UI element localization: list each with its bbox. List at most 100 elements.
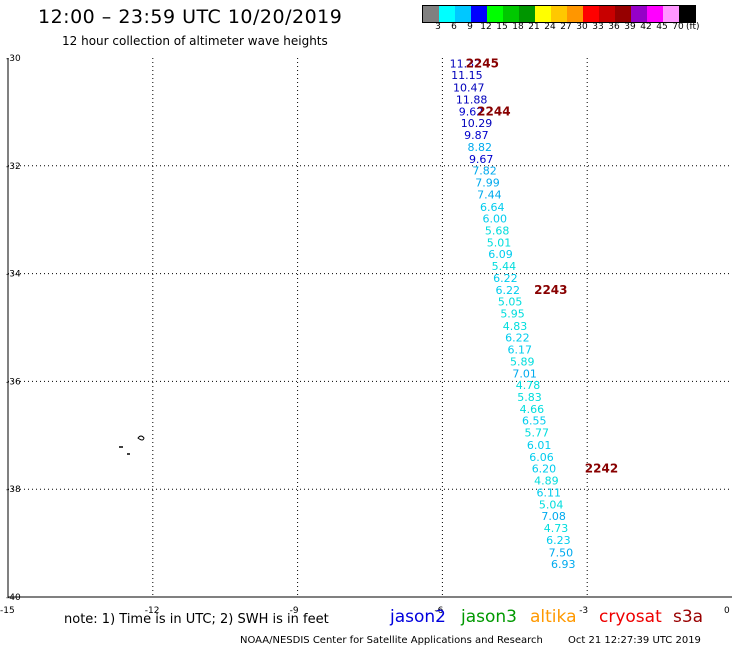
y-tick-label: -34: [6, 270, 21, 280]
data-point-label: 11.15: [451, 69, 483, 82]
data-point-label: 6.22: [505, 332, 530, 345]
data-point-label: 5.04: [539, 498, 564, 511]
colorbar-swatch: [679, 6, 695, 22]
page-title: 12:00 – 23:59 UTC 10/20/2019: [38, 6, 343, 28]
data-point-label: 9.87: [464, 129, 489, 142]
colorbar-label: 39: [624, 22, 636, 32]
x-tick-label: -12: [145, 606, 160, 616]
colorbar-swatch: [599, 6, 615, 22]
colorbar-label: 42: [640, 22, 652, 32]
colorbar-label: 6: [451, 22, 457, 32]
island-outline: [137, 435, 145, 441]
colorbar-swatch: [567, 6, 583, 22]
colorbar-swatch: [583, 6, 599, 22]
colorbar-swatch: [615, 6, 631, 22]
colorbar-swatch: [519, 6, 535, 22]
data-point-label: 4.78: [516, 379, 541, 392]
island-outline: [119, 446, 130, 455]
data-point-label: 6.23: [546, 534, 571, 547]
timestamp: Oct 21 12:27:39 UTC 2019: [568, 635, 701, 646]
data-point-label: 5.68: [485, 224, 510, 237]
data-point-label: 6.00: [482, 213, 507, 226]
data-point-label: 7.82: [472, 165, 497, 178]
data-point-label: 4.66: [520, 403, 545, 416]
colorbar-label: 70: [672, 22, 684, 32]
data-point-label: 4.89: [534, 475, 559, 488]
data-point-label: 5.77: [524, 427, 549, 440]
y-tick-label: -40: [6, 593, 21, 603]
data-point-label: 6.55: [522, 415, 547, 428]
data-point-label: 4.73: [544, 522, 569, 535]
page-subtitle: 12 hour collection of altimeter wave hei…: [62, 34, 328, 48]
colorbar-label: 30: [576, 22, 588, 32]
data-point-label: 6.20: [532, 463, 557, 476]
legend-cryosat: cryosat: [599, 607, 662, 627]
colorbar-label: 27: [560, 22, 572, 32]
colorbar-swatch: [551, 6, 567, 22]
data-point-label: 6.93: [551, 558, 576, 571]
colorbar-swatch: [647, 6, 663, 22]
colorbar-label: 9: [467, 22, 473, 32]
colorbar-label: 36: [608, 22, 620, 32]
data-point-label: 5.05: [498, 296, 523, 309]
y-tick-label: -32: [6, 162, 21, 172]
data-point-label: 10.29: [461, 117, 493, 130]
data-point-label: 6.01: [527, 439, 552, 452]
data-point-label: 10.47: [453, 82, 485, 95]
data-point-label: 6.11: [537, 486, 562, 499]
data-point-label: 5.83: [517, 391, 542, 404]
colorbar-swatch: [503, 6, 519, 22]
colorbar-swatch: [423, 6, 439, 22]
data-point-label: 8.82: [467, 141, 492, 154]
colorbar-label: 3: [435, 22, 441, 32]
data-point-label: 5.95: [500, 307, 525, 320]
colorbar-swatch: [663, 6, 679, 22]
x-tick-label: -9: [290, 606, 299, 616]
colorbar-swatch: [439, 6, 455, 22]
colorbar-label: 45: [656, 22, 668, 32]
time-annotation: 2242: [585, 462, 618, 476]
x-tick-label: -15: [0, 606, 15, 616]
data-point-label: 7.44: [477, 188, 502, 201]
y-tick-label: -36: [6, 377, 21, 387]
legend-s3a: s3a: [673, 607, 704, 627]
data-point-label: 4.83: [503, 320, 528, 333]
data-point-label: 5.44: [492, 260, 516, 273]
colorbar-label: 33: [592, 22, 604, 32]
colorbar-swatch: [631, 6, 647, 22]
x-tick-label: -3: [579, 606, 588, 616]
data-point-label: 7.50: [549, 546, 574, 559]
data-point-label: 6.09: [488, 248, 512, 261]
time-annotation: 2245: [466, 56, 499, 70]
data-point-label: 7.01: [512, 367, 537, 380]
colorbar-swatch: [535, 6, 551, 22]
data-point-label: 6.17: [508, 344, 533, 357]
data-point-label: 7.08: [541, 510, 566, 523]
colorbar-swatch: [471, 6, 487, 22]
x-tick-label: -6: [434, 606, 443, 616]
x-tick-label: 0: [724, 606, 730, 616]
footer-note: note: 1) Time is in UTC; 2) SWH is in fe…: [64, 612, 329, 627]
data-point-label: 6.22: [495, 284, 520, 297]
y-tick-label: -30: [6, 54, 21, 64]
colorbar-label: 21: [528, 22, 540, 32]
colorbar: [422, 5, 696, 23]
data-point-label: 7.99: [475, 177, 500, 190]
data-point-label: 6.22: [493, 272, 517, 285]
data-point-label: 5.89: [510, 355, 535, 368]
data-point-label: 11.32: [450, 57, 482, 70]
data-point-label: 9.67: [469, 153, 494, 166]
colorbar-label: 12: [480, 22, 492, 32]
colorbar-labels: 3 6 9 12 15 18 21 24 27 30 33 36 39 42 45 70 (ft): [422, 22, 740, 34]
credit-line: NOAA/NESDIS Center for Satellite Applica…: [240, 635, 543, 646]
colorbar-swatch: [487, 6, 503, 22]
data-point-label: 5.01: [487, 236, 512, 249]
colorbar-unit: (ft): [686, 22, 700, 32]
data-point-label: 6.06: [529, 451, 554, 464]
legend-altika: altika: [530, 607, 577, 627]
colorbar-label: 15: [496, 22, 508, 32]
legend-jason3: jason3: [461, 607, 517, 627]
data-point-label: 6.64: [480, 201, 505, 214]
